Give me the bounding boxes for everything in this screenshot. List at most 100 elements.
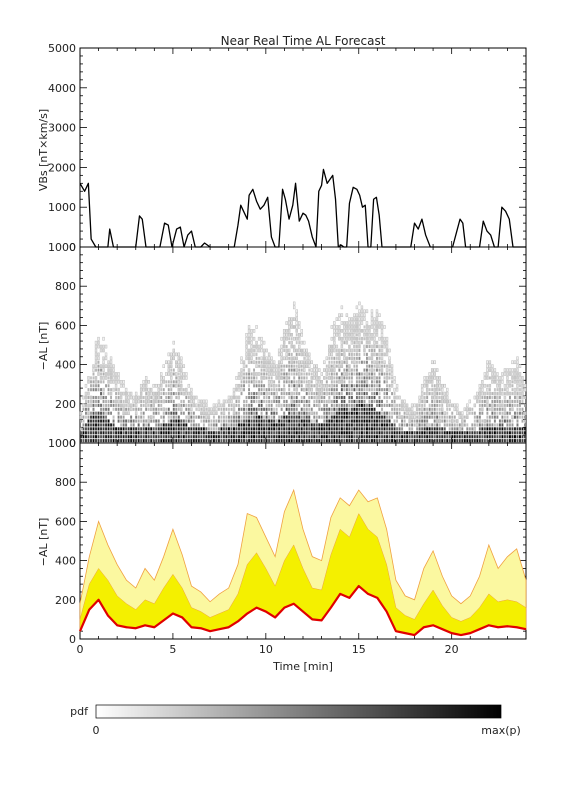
pdf-cell bbox=[473, 419, 476, 423]
pdf-cell bbox=[373, 411, 376, 415]
pdf-cell bbox=[95, 435, 97, 439]
pdf-cell bbox=[243, 423, 245, 427]
pdf-cell bbox=[255, 427, 258, 431]
pdf-cell bbox=[483, 391, 487, 396]
pdf-cell bbox=[345, 411, 348, 415]
pdf-cell bbox=[200, 427, 203, 431]
pdf-cell bbox=[298, 423, 301, 427]
pdf-cell bbox=[290, 415, 293, 419]
pdf-cell bbox=[260, 431, 263, 435]
pdf-cell bbox=[390, 383, 394, 388]
pdf-cell bbox=[355, 439, 358, 443]
pdf-cell bbox=[243, 388, 245, 392]
pdf-cell bbox=[345, 321, 349, 325]
pdf-cell bbox=[428, 407, 431, 411]
pdf-cell bbox=[323, 360, 326, 365]
pdf-cell bbox=[348, 427, 351, 431]
colorbar-gradient bbox=[95, 704, 502, 719]
pdf-cell bbox=[235, 431, 238, 435]
pdf-cell bbox=[293, 360, 296, 364]
pdf-cell bbox=[280, 427, 283, 431]
pdf-cell bbox=[112, 380, 115, 384]
pdf-cell bbox=[481, 419, 484, 423]
pdf-cell bbox=[288, 380, 291, 384]
pdf-cell bbox=[187, 399, 190, 403]
pdf-cell bbox=[170, 380, 173, 384]
pdf-cell bbox=[303, 403, 306, 407]
pdf-cell bbox=[160, 407, 163, 411]
pdf-cell bbox=[303, 427, 306, 431]
pdf-cell bbox=[207, 427, 210, 431]
pdf-cell bbox=[142, 415, 145, 419]
pdf-cell bbox=[248, 372, 250, 376]
pdf-cell bbox=[383, 372, 386, 376]
pdf-cell bbox=[483, 439, 486, 443]
pdf-cell bbox=[463, 439, 466, 443]
pdf-cell bbox=[105, 435, 107, 439]
pdf-cell bbox=[391, 415, 393, 419]
pdf-cell bbox=[325, 431, 328, 435]
pdf-cell bbox=[157, 383, 160, 388]
pdf-cell bbox=[162, 415, 165, 419]
pdf-cell bbox=[175, 403, 178, 407]
pdf-cell bbox=[170, 372, 173, 376]
pdf-cell bbox=[453, 435, 456, 439]
pdf-cell bbox=[401, 423, 404, 427]
pdf-cell bbox=[110, 395, 113, 400]
pdf-cell bbox=[385, 352, 389, 357]
pdf-cell bbox=[255, 431, 258, 435]
pdf-cell bbox=[340, 305, 344, 310]
pdf-cell bbox=[283, 415, 286, 419]
pdf-cell bbox=[124, 395, 128, 400]
pdf-cell bbox=[410, 403, 414, 408]
pdf-cell bbox=[94, 340, 98, 345]
pdf-cell bbox=[363, 384, 366, 388]
pdf-cell bbox=[280, 376, 283, 380]
pdf-cell bbox=[245, 344, 248, 349]
pdf-cell bbox=[433, 384, 436, 388]
pdf-cell bbox=[157, 427, 160, 431]
pdf-cell bbox=[225, 399, 228, 404]
pdf-cell bbox=[511, 439, 514, 443]
pdf-cell bbox=[313, 372, 316, 376]
pdf-cell bbox=[84, 383, 88, 388]
pdf-cell bbox=[426, 395, 429, 400]
pdf-cell bbox=[343, 439, 346, 443]
pdf-cell bbox=[391, 403, 393, 407]
pdf-cell bbox=[368, 431, 371, 435]
pdf-cell bbox=[423, 380, 426, 384]
pdf-cell bbox=[358, 376, 361, 380]
pdf-cell bbox=[401, 435, 404, 439]
pdf-cell bbox=[92, 435, 95, 439]
pdf-cell bbox=[506, 435, 509, 439]
pdf-cell bbox=[160, 392, 163, 396]
pdf-cell bbox=[430, 368, 434, 372]
pdf-cell bbox=[435, 383, 439, 388]
pdf-cell bbox=[333, 336, 336, 341]
pdf-cell bbox=[114, 383, 118, 388]
pdf-cell bbox=[363, 423, 366, 427]
pdf-cell bbox=[376, 368, 378, 372]
pdf-cell bbox=[273, 439, 276, 443]
pdf-cell bbox=[232, 407, 236, 412]
pdf-cell bbox=[411, 427, 414, 431]
pdf-cell bbox=[182, 403, 185, 407]
pdf-cell bbox=[295, 348, 298, 353]
pdf-cell bbox=[496, 427, 499, 431]
pdf-cell bbox=[130, 427, 133, 431]
pdf-cell bbox=[496, 435, 499, 439]
pdf-cell bbox=[288, 384, 291, 388]
pdf-cell bbox=[453, 403, 456, 408]
pdf-cell bbox=[463, 407, 466, 412]
pdf-cell bbox=[263, 384, 266, 388]
pdf-cell bbox=[426, 439, 429, 443]
pdf-cell bbox=[212, 419, 215, 423]
pdf-cell bbox=[90, 419, 92, 423]
pdf-cell bbox=[313, 395, 316, 400]
pdf-cell bbox=[308, 352, 311, 357]
pdf-cell bbox=[343, 332, 346, 337]
pdf-cell bbox=[222, 439, 225, 443]
pdf-cell bbox=[481, 403, 484, 407]
pdf-cell bbox=[298, 341, 301, 345]
pdf-cell bbox=[310, 360, 313, 365]
